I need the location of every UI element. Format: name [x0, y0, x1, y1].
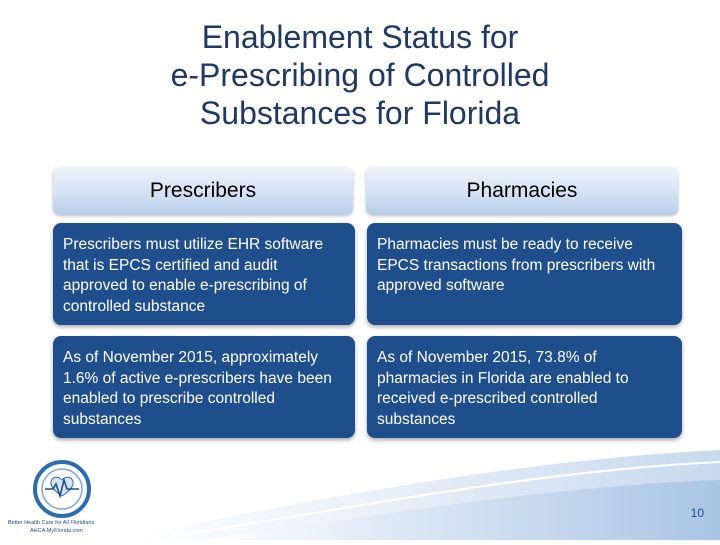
title-line-3: Substances for Florida — [199, 95, 521, 131]
title-line-1: Enablement Status for — [201, 19, 519, 55]
logo-org: AHCA.MyFlorida.com — [30, 528, 83, 534]
prescribers-status-cell: As of November 2015, approximately 1.6% … — [53, 336, 355, 438]
slide-title: Enablement Status for e-Prescribing of C… — [60, 18, 660, 132]
logo-tagline: Better Health Care for All Floridians — [8, 520, 95, 526]
prescribers-requirement-cell: Prescribers must utilize EHR software th… — [53, 223, 355, 325]
prescribers-header: Prescribers — [53, 167, 353, 215]
pharmacies-requirement-cell: Pharmacies must be ready to receive EPCS… — [367, 223, 682, 325]
footer-swoosh — [120, 450, 720, 540]
ahca-seal-icon — [33, 460, 91, 518]
page-number: 10 — [690, 506, 704, 520]
pharmacies-status-cell: As of November 2015, 73.8% of pharmacies… — [367, 336, 682, 438]
title-line-2: e-Prescribing of Controlled — [170, 57, 550, 93]
ahca-logo: Better Health Care for All Floridians AH… — [8, 458, 120, 540]
pharmacies-header: Pharmacies — [366, 167, 678, 215]
